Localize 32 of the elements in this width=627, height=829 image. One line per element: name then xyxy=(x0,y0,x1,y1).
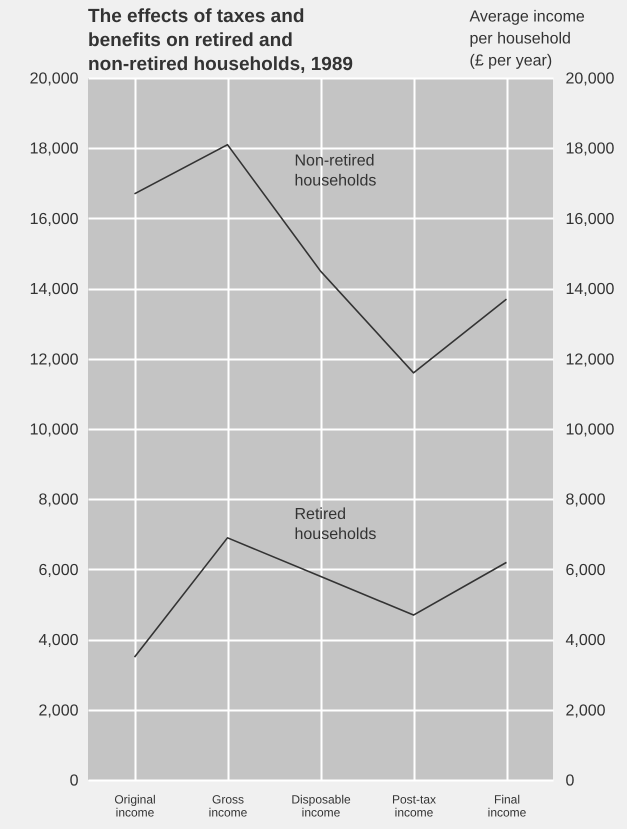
chart-title: The effects of taxes and benefits on retired and non-retired households, 1989 xyxy=(88,5,353,77)
x-tick-label: Original income xyxy=(114,792,156,820)
x-tick-label: Final income xyxy=(488,792,527,820)
line-series xyxy=(134,144,508,374)
y-tick-label: 10,000 xyxy=(30,422,79,438)
y2-tick-label: 18,000 xyxy=(566,140,615,158)
y-tick-label: 6,000 xyxy=(38,562,79,579)
y2-tick-label: 10,000 xyxy=(566,422,615,438)
y-tick-label: 20,000 xyxy=(30,70,79,88)
y2-tick-label: 12,000 xyxy=(566,351,615,368)
y2-tick-label: 20,000 xyxy=(566,70,615,88)
y2-axis-title: Average income per household (£ per year) xyxy=(470,8,585,70)
y2-tick-label: 16,000 xyxy=(566,210,615,228)
y2-tick-label: 8,000 xyxy=(566,492,606,509)
y2-tick-label: 2,000 xyxy=(566,702,606,720)
y-tick-label: 18,000 xyxy=(30,140,79,158)
y-tick-label: 14,000 xyxy=(30,281,79,298)
y2-tick-label: 14,000 xyxy=(566,281,615,298)
y-tick-label: 8,000 xyxy=(38,492,79,509)
y-tick-label: 4,000 xyxy=(38,632,79,650)
series-label: Retired households xyxy=(294,506,376,543)
x-tick-label: Gross income xyxy=(208,792,248,820)
series-label: Non-retired households xyxy=(294,152,376,190)
x-tick-label: Disposable income xyxy=(291,792,352,820)
y-tick-label: 16,000 xyxy=(30,210,79,228)
y-tick-label: 12,000 xyxy=(30,351,79,368)
x-tick-label: Post-tax income xyxy=(392,792,436,820)
y2-tick-label: 0 xyxy=(566,772,574,790)
y2-tick-label: 4,000 xyxy=(566,632,606,650)
y-tick-label: 2,000 xyxy=(38,702,79,720)
y-tick-label: 0 xyxy=(70,772,79,790)
y2-tick-label: 6,000 xyxy=(566,562,606,579)
